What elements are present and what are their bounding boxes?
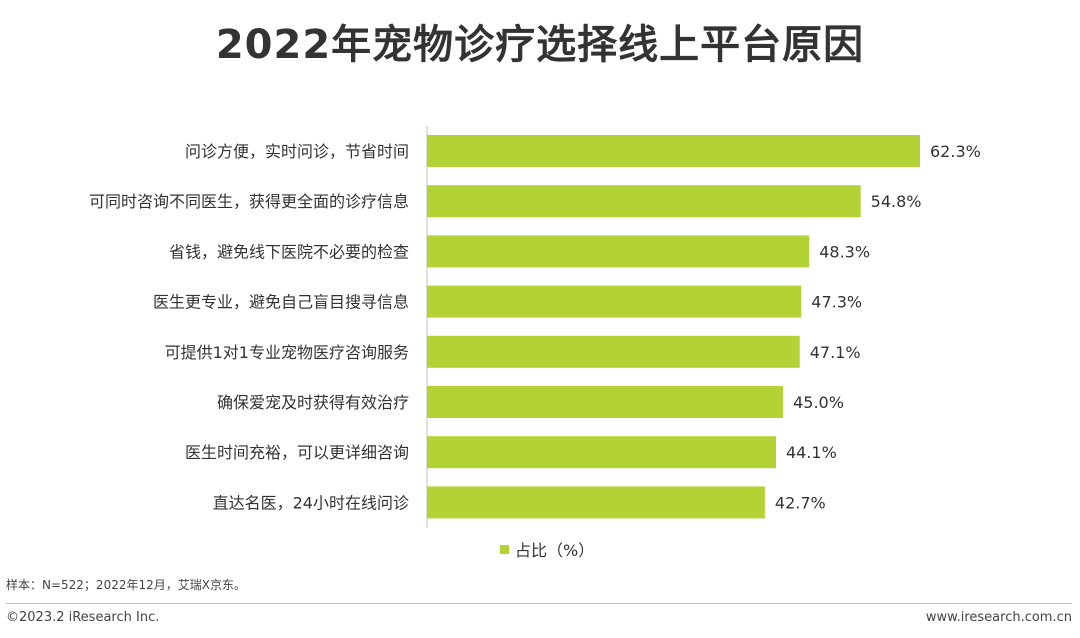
category-label: 医生更专业，避免自己盲目搜寻信息 [153, 293, 409, 312]
sample-note: 样本：N=522；2022年12月，艾瑞X京东。 [6, 578, 246, 592]
category-label: 可同时咨询不同医生，获得更全面的诊疗信息 [89, 192, 409, 211]
website-text: www.iresearch.com.cn [925, 610, 1072, 625]
legend: 占比（%） [500, 537, 594, 561]
value-label: 44.1% [786, 443, 837, 462]
value-label: 45.0% [793, 393, 844, 412]
bar [427, 185, 861, 218]
chart-title: 2022年宠物诊疗选择线上平台原因 [215, 22, 865, 68]
legend-label: 占比（%） [515, 541, 595, 560]
category-label: 确保爱宠及时获得有效治疗 [217, 393, 409, 412]
value-label: 47.1% [810, 343, 861, 362]
bar [427, 486, 765, 519]
category-label: 医生时间充裕，可以更详细咨询 [185, 443, 409, 462]
legend-swatch [500, 544, 509, 554]
value-label: 42.7% [775, 493, 826, 512]
footer-divider [6, 603, 1072, 604]
bar [427, 386, 784, 418]
category-label: 可提供1对1专业宠物医疗咨询服务 [165, 343, 409, 362]
bar-chart: 问诊方便，实时问诊，节省时间 62.3% 可同时咨询不同医生，获得更全面的诊疗信息 5… [89, 126, 981, 528]
copyright-text: ©2023.2 iResearch Inc. [6, 610, 160, 625]
value-label: 47.3% [811, 293, 862, 312]
category-label: 问诊方便，实时问诊，节省时间 [185, 142, 409, 161]
bar [427, 436, 776, 469]
value-label: 62.3% [930, 142, 981, 161]
category-label: 省钱，避免线下医院不必要的检查 [169, 242, 409, 261]
value-label: 54.8% [871, 192, 922, 211]
category-label: 直达名医，24小时在线问诊 [213, 493, 409, 512]
bar [427, 335, 800, 368]
bar [427, 135, 920, 167]
bar [427, 285, 802, 318]
value-label: 48.3% [819, 242, 870, 261]
bar [427, 235, 810, 268]
